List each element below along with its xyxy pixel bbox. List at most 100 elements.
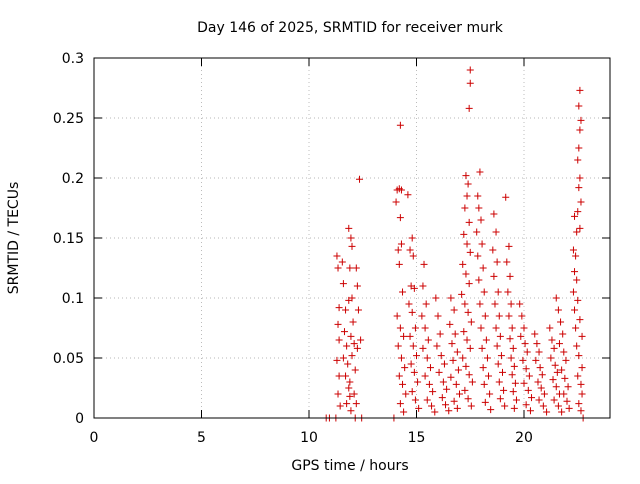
- data-point: [423, 354, 431, 362]
- data-point: [552, 383, 560, 391]
- data-point: [423, 396, 431, 404]
- data-point: [462, 172, 470, 180]
- data-point: [549, 376, 557, 384]
- y-tick-label: 0.1: [62, 291, 84, 307]
- data-point: [548, 336, 556, 344]
- data-point: [539, 402, 547, 410]
- data-point: [461, 300, 469, 308]
- data-point: [333, 356, 341, 364]
- data-point: [460, 328, 468, 336]
- data-point: [560, 390, 568, 398]
- data-point: [517, 332, 525, 340]
- data-point: [507, 300, 515, 308]
- data-point: [395, 372, 403, 380]
- data-point: [500, 386, 508, 394]
- data-point: [445, 407, 453, 415]
- data-point: [400, 408, 408, 416]
- data-point: [414, 378, 422, 386]
- data-point: [576, 174, 584, 182]
- data-point: [349, 318, 357, 326]
- data-point: [418, 312, 426, 320]
- data-point: [465, 280, 473, 288]
- data-point: [499, 368, 506, 376]
- data-point: [396, 121, 404, 129]
- data-point: [574, 156, 582, 164]
- data-point: [576, 316, 584, 324]
- data-point: [560, 348, 568, 356]
- data-point: [465, 104, 473, 112]
- data-point: [406, 246, 414, 254]
- data-point: [507, 354, 515, 362]
- data-point: [495, 312, 503, 320]
- data-point: [576, 126, 584, 134]
- data-point: [456, 390, 463, 398]
- x-tick-label: 20: [515, 430, 533, 446]
- data-point: [392, 198, 400, 206]
- data-point: [401, 364, 409, 372]
- data-point: [505, 312, 513, 320]
- data-point: [452, 380, 460, 388]
- data-point: [475, 204, 483, 212]
- data-point: [431, 408, 439, 416]
- data-point: [537, 384, 545, 392]
- data-point: [415, 404, 423, 412]
- y-axis-label: SRMTID / TECUs: [6, 182, 22, 295]
- data-point: [438, 394, 446, 402]
- data-point: [578, 364, 586, 372]
- data-point: [509, 344, 517, 352]
- data-point: [464, 308, 472, 316]
- data-point: [335, 304, 343, 312]
- data-point: [524, 386, 532, 394]
- chart-title: Day 146 of 2025, SRMTID for receiver mur…: [197, 20, 504, 36]
- data-point: [410, 368, 418, 376]
- y-tick-label: 0.2: [62, 171, 84, 187]
- data-point: [466, 66, 474, 74]
- data-point: [396, 214, 404, 222]
- data-point: [476, 168, 484, 176]
- data-point: [552, 294, 560, 302]
- data-point: [473, 228, 481, 236]
- data-point: [334, 264, 342, 272]
- data-point: [528, 394, 536, 402]
- data-point: [420, 260, 428, 268]
- data-point: [432, 294, 440, 302]
- data-point: [335, 336, 343, 344]
- data-point: [467, 402, 475, 410]
- data-point: [413, 352, 420, 360]
- data-point: [454, 366, 462, 374]
- axis-ticks: [93, 57, 610, 419]
- data-point: [520, 379, 528, 387]
- data-point: [546, 324, 554, 332]
- data-point: [503, 258, 511, 266]
- data-point: [346, 392, 354, 400]
- data-point: [410, 284, 418, 292]
- data-point: [477, 324, 485, 332]
- data-point: [494, 288, 502, 296]
- data-point: [354, 306, 362, 314]
- data-point: [408, 388, 416, 396]
- data-point: [505, 242, 513, 250]
- data-point: [450, 397, 458, 405]
- data-point: [429, 388, 437, 396]
- data-point: [347, 407, 355, 415]
- data-point: [447, 294, 455, 302]
- data-point: [424, 336, 432, 344]
- data-point: [461, 386, 469, 394]
- data-point: [339, 280, 347, 288]
- data-point: [512, 396, 520, 404]
- data-point: [425, 380, 433, 388]
- data-point: [353, 344, 361, 352]
- data-point: [511, 379, 519, 387]
- data-point: [504, 288, 512, 296]
- data-point: [419, 344, 427, 352]
- data-point: [397, 354, 405, 362]
- x-tick-label: 15: [408, 430, 426, 446]
- data-point: [522, 365, 530, 373]
- data-point: [394, 342, 402, 350]
- data-point: [576, 86, 584, 94]
- data-point: [578, 332, 586, 340]
- data-point: [465, 371, 473, 379]
- data-point: [461, 204, 469, 212]
- data-point: [459, 354, 467, 362]
